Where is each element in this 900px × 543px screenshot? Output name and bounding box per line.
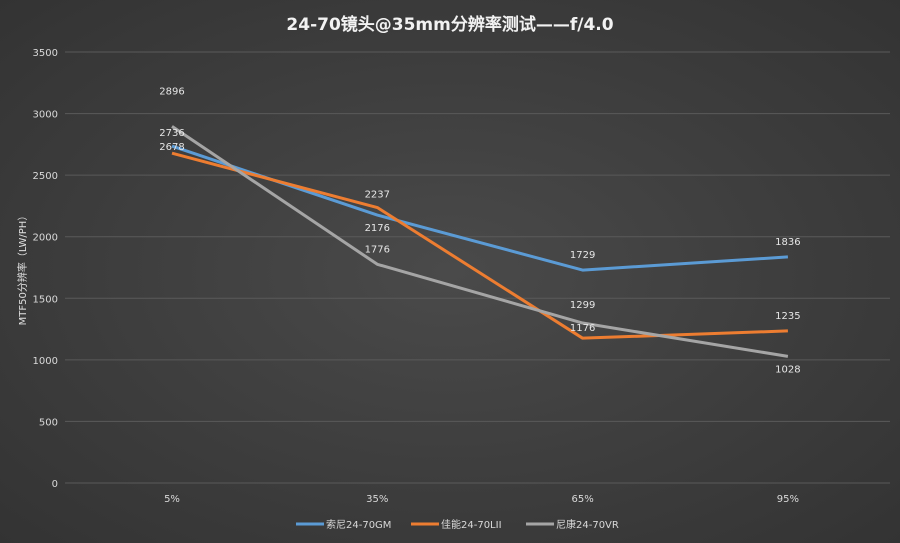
y-tick-label: 1500 <box>33 294 58 305</box>
data-label: 2896 <box>159 86 184 97</box>
y-tick-label: 2000 <box>33 233 58 244</box>
data-label: 1028 <box>775 364 800 375</box>
legend-label: 索尼24-70GM <box>326 518 391 531</box>
data-label: 1729 <box>570 250 595 261</box>
series-line-2 <box>171 125 789 358</box>
data-label: 1176 <box>570 323 595 334</box>
x-tick-label: 5% <box>164 494 180 505</box>
legend-label: 佳能24-70LII <box>441 518 502 531</box>
data-label: 2176 <box>365 223 390 234</box>
y-tick-label: 3500 <box>33 48 58 59</box>
series-line-1 <box>171 151 788 340</box>
data-label: 2736 <box>159 128 184 139</box>
y-tick-label: 3000 <box>33 110 58 121</box>
y-tick-label: 500 <box>39 417 58 428</box>
legend-label: 尼康24-70VR <box>556 518 619 531</box>
x-tick-label: 35% <box>366 494 388 505</box>
data-label: 2678 <box>159 142 184 153</box>
data-label: 2237 <box>365 190 390 201</box>
x-tick-label: 95% <box>777 494 799 505</box>
data-label: 1235 <box>775 311 800 322</box>
series-line-0 <box>171 144 788 272</box>
x-tick-label: 65% <box>571 494 593 505</box>
data-label: 1776 <box>365 244 390 255</box>
data-label: 1299 <box>570 300 595 311</box>
y-tick-label: 1000 <box>33 356 58 367</box>
data-label: 1836 <box>775 237 800 248</box>
chart-title: 24-70镜头@35mm分辨率测试——f/4.0 <box>286 14 613 35</box>
y-tick-label: 0 <box>52 479 58 490</box>
y-axis-label: MTF50分辨率（LW/PH） <box>16 211 29 326</box>
y-tick-label: 2500 <box>33 171 58 182</box>
